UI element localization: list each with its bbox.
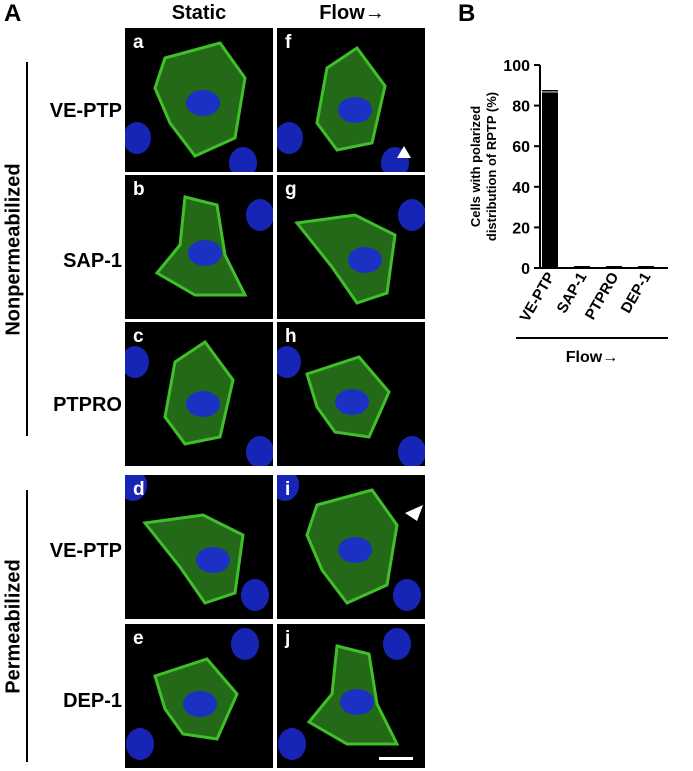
cell-nucleus bbox=[340, 689, 374, 715]
background-nucleus bbox=[277, 346, 301, 378]
panel-sub-letter: j bbox=[285, 628, 291, 649]
cell-nucleus bbox=[188, 240, 222, 266]
panel-sub-letter: d bbox=[133, 479, 145, 500]
panel-sub-letter: g bbox=[285, 179, 297, 200]
cell-membrane bbox=[142, 513, 245, 605]
cell-nucleus bbox=[183, 691, 217, 717]
cell-nucleus bbox=[186, 391, 220, 417]
panel-a-letter: A bbox=[4, 0, 22, 27]
background-nucleus bbox=[278, 728, 306, 760]
panel-sub-letter: a bbox=[133, 32, 144, 53]
panel-b-letter: B bbox=[458, 0, 476, 27]
micrograph-image bbox=[126, 628, 259, 760]
row-label-ve-ptp-perm: VE-PTP bbox=[49, 540, 122, 562]
cell-membrane bbox=[294, 213, 397, 305]
y-tick-label: 80 bbox=[512, 99, 530, 116]
column-header-static: Static bbox=[171, 2, 227, 24]
row-label-ve-ptp-nonperm: VE-PTP bbox=[49, 100, 122, 122]
panel-sub-letter: i bbox=[285, 479, 291, 500]
micrograph-c: c bbox=[125, 322, 273, 466]
column-header-flow: Flow→ bbox=[319, 2, 385, 24]
row-label-dep-1: DEP-1 bbox=[63, 690, 122, 712]
y-tick-label: 40 bbox=[512, 180, 530, 197]
micrograph-image bbox=[125, 339, 273, 466]
background-nucleus bbox=[125, 475, 147, 501]
micrograph-e: e bbox=[125, 624, 273, 768]
background-nucleus bbox=[125, 346, 149, 378]
micrograph-j: j bbox=[277, 624, 425, 768]
bar bbox=[542, 92, 558, 268]
micrograph-d: d bbox=[125, 475, 273, 619]
background-nucleus bbox=[246, 199, 273, 231]
x-tick-label: DEP-1 bbox=[618, 270, 655, 317]
background-nucleus bbox=[231, 628, 259, 660]
y-axis-label-line1: Cells with polarized bbox=[468, 106, 483, 227]
scale-bar bbox=[379, 757, 413, 760]
background-nucleus bbox=[125, 122, 151, 154]
panel-sub-letter: c bbox=[133, 326, 144, 347]
cell-nucleus bbox=[196, 547, 230, 573]
background-nucleus bbox=[398, 436, 425, 466]
nonpermeabilized-bar bbox=[26, 62, 28, 436]
micrograph-image bbox=[277, 346, 425, 466]
background-nucleus bbox=[241, 579, 269, 611]
micrograph-image bbox=[294, 199, 425, 305]
micrograph-h: h bbox=[277, 322, 425, 466]
micrograph-b: b bbox=[125, 175, 273, 319]
y-tick-label: 20 bbox=[512, 220, 530, 237]
background-nucleus bbox=[277, 475, 299, 501]
arrowhead-icon bbox=[397, 146, 411, 158]
micrograph-g: g bbox=[277, 175, 425, 319]
micrograph-image bbox=[277, 45, 411, 172]
micrograph-f: f bbox=[277, 28, 425, 172]
background-nucleus bbox=[393, 579, 421, 611]
y-tick-label: 0 bbox=[521, 261, 530, 278]
panel-sub-letter: f bbox=[285, 32, 292, 53]
row-label-ptpro: PTPRO bbox=[53, 394, 122, 416]
panel-sub-letter: e bbox=[133, 628, 144, 649]
cell-nucleus bbox=[335, 389, 369, 415]
y-tick-label: 60 bbox=[512, 139, 530, 156]
micrograph-a: a bbox=[125, 28, 273, 172]
micrograph-image bbox=[277, 475, 423, 611]
permeabilized-bar bbox=[26, 490, 28, 762]
micrograph-image bbox=[125, 41, 257, 172]
cell-nucleus bbox=[186, 90, 220, 116]
micrograph-image bbox=[154, 195, 273, 297]
panel-sub-letter: b bbox=[133, 179, 145, 200]
y-tick-label: 100 bbox=[503, 58, 530, 75]
micrograph-i: i bbox=[277, 475, 425, 619]
row-label-sap-1: SAP-1 bbox=[63, 250, 122, 272]
background-nucleus bbox=[126, 728, 154, 760]
micrograph-image bbox=[278, 628, 413, 760]
background-nucleus bbox=[229, 147, 257, 172]
bar-chart-svg: 0 20 40 60 80 100 Cells with polarized distribu… bbox=[468, 58, 668, 366]
cell-nucleus bbox=[348, 247, 382, 273]
micrograph-image bbox=[125, 475, 269, 611]
background-nucleus bbox=[246, 436, 273, 466]
cell-nucleus bbox=[338, 97, 372, 123]
bar-chart: 0 20 40 60 80 100 Cells with polarized distribu… bbox=[430, 40, 690, 370]
y-axis-label-line2: distribution of RPTP (%) bbox=[484, 92, 499, 241]
background-nucleus bbox=[383, 628, 411, 660]
background-nucleus bbox=[277, 122, 303, 154]
x-axis-label: Flow→ bbox=[566, 349, 618, 366]
panel-sub-letter: h bbox=[285, 326, 297, 347]
cell-nucleus bbox=[338, 537, 372, 563]
arrowhead-icon bbox=[405, 505, 423, 521]
background-nucleus bbox=[398, 199, 425, 231]
